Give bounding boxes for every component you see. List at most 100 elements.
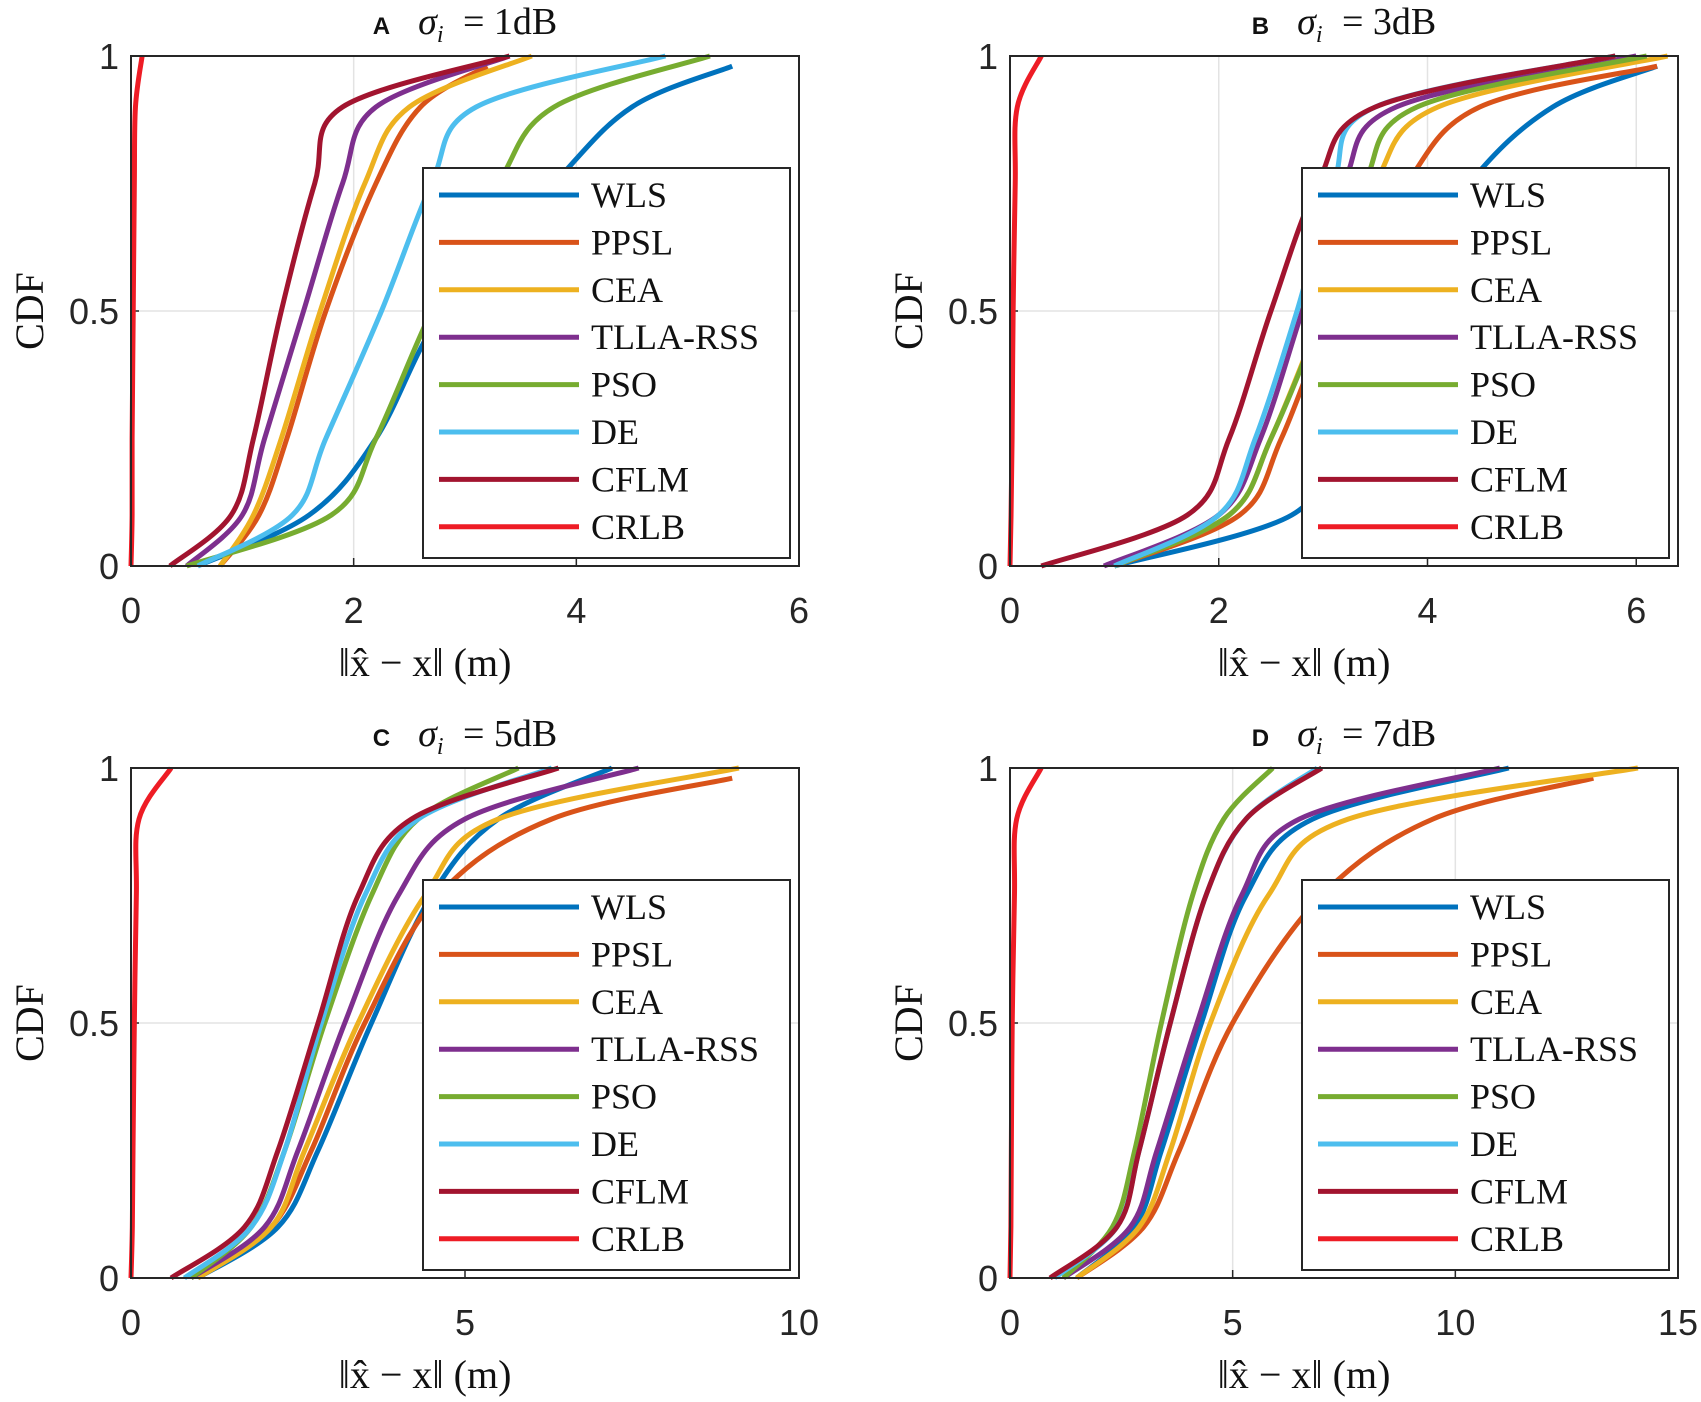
y-tick-label: 0.5 — [69, 291, 119, 332]
legend-label: CEA — [1470, 270, 1542, 310]
legend-label: PSO — [1470, 365, 1536, 405]
y-tick-label: 0 — [978, 546, 998, 587]
panel-d: 0 5 10 15 0 0.5 1 WLS PPSL CEA TLLA-RSS PSO DE CFLM CR… — [886, 713, 1698, 1397]
legend-label: CRLB — [1470, 1219, 1564, 1259]
panel-letter: A — [373, 13, 390, 40]
series-line-de — [196, 53, 667, 569]
x-axis-label: ‖x̂ − x‖ (m) — [339, 1352, 512, 1397]
y-tick-label: 1 — [978, 36, 998, 77]
legend-label: PPSL — [1470, 934, 1552, 974]
panel-c: 0 5 10 0 0.5 1 WLS PPSL CEA TLLA-RSS PSO DE CFLM CRLB… — [7, 713, 819, 1397]
series-line-cflm — [1048, 765, 1324, 1281]
legend-box — [1301, 879, 1670, 1271]
legend-label: PSO — [591, 1077, 657, 1117]
x-tick-label: 0 — [1000, 590, 1020, 631]
legend-label: CRLB — [591, 507, 685, 547]
legend: WLS PPSL CEA TLLA-RSS PSO DE CFLM CRLB — [1301, 167, 1670, 559]
legend-label: TLLA-RSS — [1470, 317, 1638, 357]
axes-box — [130, 767, 800, 1279]
legend-label: WLS — [1470, 887, 1546, 927]
y-tick-label: 1 — [978, 748, 998, 789]
legend: WLS PPSL CEA TLLA-RSS PSO DE CFLM CRLB — [1301, 879, 1670, 1271]
legend-label: CEA — [1470, 982, 1542, 1022]
legend-label: WLS — [591, 887, 667, 927]
title-symbol: σ — [418, 1, 438, 43]
title-value: = 1dB — [453, 1, 557, 43]
x-tick-label: 2 — [1209, 590, 1229, 631]
legend-box — [1301, 167, 1670, 559]
x-tick-label: 6 — [1626, 590, 1646, 631]
legend-box — [422, 167, 791, 559]
x-tick-label: 15 — [1658, 1302, 1698, 1343]
panel-a: 0 2 4 6 0 0.5 1 WLS PPSL CEA TLLA-RSS PSO DE CFLM CRLB… — [7, 1, 809, 685]
panel-b: 0 2 4 6 0 0.5 1 WLS PPSL CEA TLLA-RSS PSO DE CFLM CRLB… — [886, 1, 1679, 685]
legend-label: CRLB — [1470, 507, 1564, 547]
x-tick-label: 4 — [566, 590, 586, 631]
x-axis-label: ‖x̂ − x‖ (m) — [1218, 1352, 1391, 1397]
legend: WLS PPSL CEA TLLA-RSS PSO DE CFLM CRLB — [422, 879, 791, 1271]
legend-box — [422, 879, 791, 1271]
x-tick-label: 5 — [455, 1302, 475, 1343]
series-line-cflm — [169, 765, 560, 1281]
legend-label: PSO — [1470, 1077, 1536, 1117]
series-line-tlla-rss — [189, 765, 640, 1281]
legend-label: DE — [1470, 412, 1518, 452]
legend-label: CFLM — [591, 459, 689, 499]
legend-label: PPSL — [1470, 222, 1552, 262]
legend-label: PSO — [591, 365, 657, 405]
y-axis-label: CDF — [7, 984, 52, 1062]
title-subscript: i — [437, 734, 444, 760]
legend-label: TLLA-RSS — [591, 1029, 759, 1069]
y-tick-label: 0 — [99, 546, 119, 587]
panel-letter: D — [1252, 725, 1269, 752]
series-line-de — [182, 765, 553, 1281]
series-line-tlla-rss — [1061, 765, 1501, 1281]
title-subscript: i — [1316, 734, 1323, 760]
legend-label: WLS — [591, 175, 667, 215]
y-tick-label: 0.5 — [948, 1003, 998, 1044]
legend-label: TLLA-RSS — [591, 317, 759, 357]
series-line-crlb — [128, 766, 174, 1279]
x-tick-label: 5 — [1223, 1302, 1243, 1343]
legend: WLS PPSL CEA TLLA-RSS PSO DE CFLM CRLB — [422, 167, 791, 559]
x-tick-label: 0 — [1000, 1302, 1020, 1343]
legend-label: CFLM — [1470, 1171, 1568, 1211]
x-tick-label: 0 — [121, 590, 141, 631]
legend-label: CRLB — [591, 1219, 685, 1259]
x-tick-label: 6 — [789, 590, 809, 631]
y-axis-label: CDF — [886, 272, 931, 350]
title-subscript: i — [1316, 22, 1323, 48]
x-tick-label: 2 — [344, 590, 364, 631]
y-tick-label: 1 — [99, 748, 119, 789]
x-axis-label: ‖x̂ − x‖ (m) — [339, 640, 512, 685]
legend-label: CEA — [591, 270, 663, 310]
x-tick-label: 4 — [1417, 590, 1437, 631]
title-value: = 7dB — [1332, 713, 1436, 755]
title-subscript: i — [437, 22, 444, 48]
legend-label: WLS — [1470, 175, 1546, 215]
legend-label: CEA — [591, 982, 663, 1022]
legend-label: DE — [591, 412, 639, 452]
series-line-cflm — [1040, 53, 1616, 569]
legend-label: PPSL — [591, 934, 673, 974]
y-axis-label: CDF — [7, 272, 52, 350]
panel-letter: B — [1252, 13, 1269, 40]
panel-letter: C — [373, 725, 390, 752]
series-line-cea — [217, 53, 533, 568]
y-tick-label: 1 — [99, 36, 119, 77]
title-symbol: σ — [418, 713, 438, 755]
series-line-crlb — [1007, 54, 1044, 567]
series-line-wls — [1075, 765, 1510, 1280]
legend-label: DE — [591, 1124, 639, 1164]
title-value: = 3dB — [1332, 1, 1436, 43]
title-value: = 5dB — [453, 713, 557, 755]
series-line-ppsl — [1075, 775, 1595, 1281]
x-tick-label: 0 — [121, 1302, 141, 1343]
axes-box — [130, 55, 800, 567]
title-symbol: σ — [1297, 713, 1317, 755]
x-tick-label: 10 — [1435, 1302, 1475, 1343]
